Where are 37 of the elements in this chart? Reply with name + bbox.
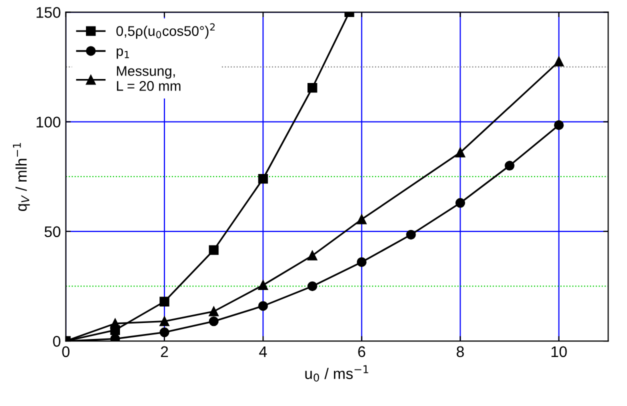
point [356,257,367,267]
point [308,281,318,292]
point [110,334,120,342]
point [554,56,564,66]
point [258,174,268,184]
y-tick-label: 100 [36,116,60,128]
point [208,245,219,255]
point [356,214,367,224]
y-tick-label: 50 [44,226,60,238]
x-tick-label: 10 [552,346,567,358]
point [455,198,466,208]
y-tick-label: 0 [53,336,60,347]
x-tick-label: 8 [456,346,464,358]
point [160,296,170,306]
point [208,316,219,326]
point [504,160,514,171]
legend-label: Messung, L = 20 mm [116,66,180,91]
legend-label: p$_{1}$ [116,48,129,59]
point [258,280,268,290]
y-tick-label: 150 [36,7,60,18]
point [208,306,219,316]
point [110,318,120,328]
point [554,120,564,130]
y-axis-title: q$_{V}$ / mlh$^{−1}$ [12,143,30,212]
point [258,301,268,311]
point [455,148,466,158]
x-tick-label: 0 [62,346,70,358]
point [406,230,416,240]
point [308,250,318,260]
point [160,316,170,326]
legend-label: 0,5ρ(u$_{0}$cos50°)$^{2}$ [116,23,215,39]
x-tick-label: 4 [259,346,267,357]
point [308,82,318,93]
x-tick-label: 2 [160,346,168,357]
x-axis-title: u$_{0}$ / ms$^{−1}$ [305,365,368,382]
point [160,327,170,338]
x-tick-label: 6 [358,346,366,358]
